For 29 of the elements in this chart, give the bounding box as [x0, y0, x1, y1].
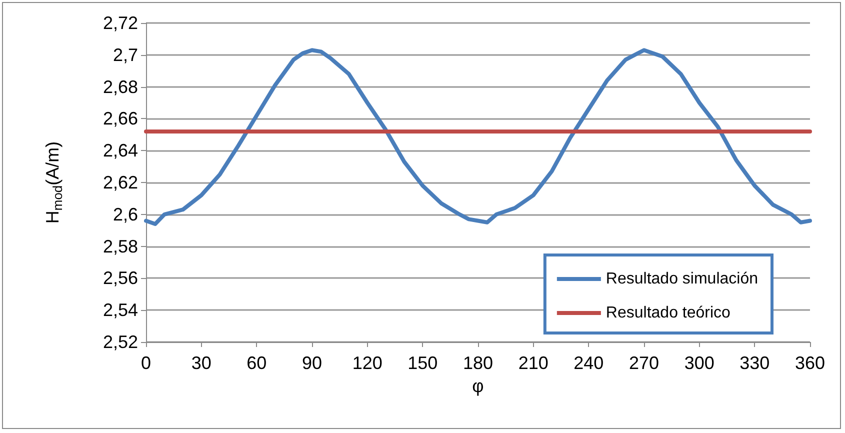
- x-tick-label: 90: [302, 353, 322, 373]
- y-tick-label: 2,72: [102, 13, 138, 33]
- x-axis-title: φ: [472, 376, 484, 396]
- y-tick-label: 2,52: [102, 332, 138, 352]
- x-tick-label: 240: [574, 353, 604, 373]
- legend-label: Resultado simulación: [606, 270, 758, 288]
- y-tick-label: 2,58: [102, 236, 138, 256]
- x-tick-label: 60: [246, 353, 267, 373]
- y-tick-label: 2,68: [102, 76, 138, 97]
- x-tick-label: 150: [408, 353, 438, 373]
- x-tick-label: 30: [191, 353, 212, 373]
- x-tick-label: 120: [352, 353, 382, 373]
- x-tick-label: 360: [794, 353, 826, 373]
- y-tick-label: 2,66: [102, 108, 138, 129]
- y-tick-label: 2,62: [102, 172, 138, 192]
- y-tick-label: 2,64: [102, 140, 138, 161]
- x-tick-label: 210: [518, 353, 548, 373]
- y-tick-label: 2,56: [102, 268, 138, 288]
- line-series: [144, 48, 812, 226]
- x-tick-label: 0: [140, 353, 152, 373]
- x-tick-label: 180: [462, 353, 494, 373]
- x-tick-label: 300: [684, 353, 714, 373]
- y-tick-label: 2,7: [112, 44, 138, 65]
- y-tick-label: 2,54: [102, 300, 138, 320]
- x-tick-label: 330: [740, 353, 770, 373]
- legend-label: Resultado teórico: [606, 304, 731, 322]
- x-tick-label: 270: [628, 353, 660, 373]
- y-tick-label: 2,6: [112, 204, 138, 224]
- y-axis-title: Hmod(A/m): [42, 141, 65, 224]
